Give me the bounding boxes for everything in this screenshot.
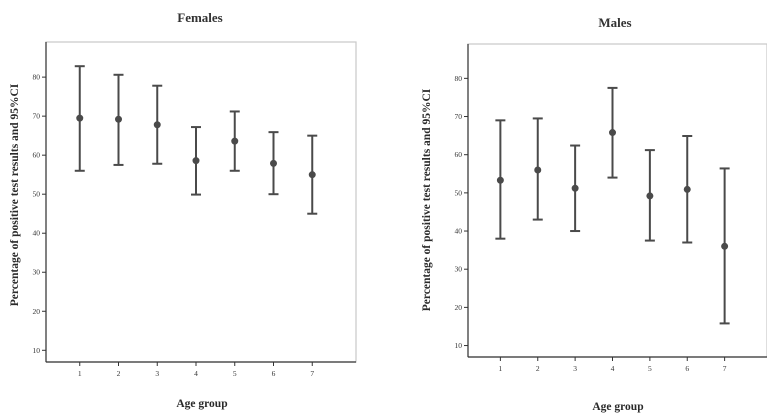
males-x-tick-label: 6 xyxy=(685,364,689,373)
females-y-tick-label: 20 xyxy=(33,307,41,316)
males-chart-title: Males xyxy=(598,15,631,30)
females-data-point xyxy=(308,171,316,179)
females-x-tick-label: 3 xyxy=(155,369,159,378)
males-data-point xyxy=(496,176,504,184)
males-x-axis-label: Age group xyxy=(592,401,643,413)
females-x-axis-label: Age group xyxy=(176,398,227,410)
females-y-tick-label: 60 xyxy=(33,151,41,160)
males-data-point xyxy=(683,185,691,193)
females-data-point xyxy=(231,137,239,145)
females-x-tick-label: 1 xyxy=(78,369,82,378)
males-x-tick-label: 3 xyxy=(573,364,577,373)
females-y-tick-label: 40 xyxy=(33,229,41,238)
males-data-point xyxy=(646,192,654,200)
females-y-tick-label: 30 xyxy=(33,268,41,277)
males-x-tick-label: 5 xyxy=(648,364,652,373)
males-y-tick-label: 10 xyxy=(455,341,463,350)
females-data-point xyxy=(115,115,122,123)
females-data-point xyxy=(153,121,161,129)
males-plot-frame xyxy=(467,43,767,358)
males-x-tick-label: 1 xyxy=(499,364,503,373)
males-panel: Males Percentage of positive test result… xyxy=(421,15,767,413)
males-data-point xyxy=(721,242,729,250)
females-x-tick-label: 7 xyxy=(310,369,314,378)
males-x-tick-label: 7 xyxy=(723,364,727,373)
females-chart-title: Females xyxy=(177,10,222,25)
males-x-tick-label: 2 xyxy=(536,364,540,373)
females-panel: Females Percentage of positive test resu… xyxy=(9,10,357,410)
females-x-tick-label: 4 xyxy=(194,369,198,378)
males-data-point xyxy=(571,184,579,192)
females-y-axis-label: Percentage of positive test results and … xyxy=(9,83,21,306)
females-y-tick-label: 10 xyxy=(33,346,41,355)
males-y-tick-label: 80 xyxy=(455,74,463,83)
females-plot-frame xyxy=(45,41,357,363)
males-y-axis-label: Percentage of positive test results and … xyxy=(421,88,433,311)
females-x-tick-label: 5 xyxy=(233,369,237,378)
females-y-tick-label: 70 xyxy=(33,112,41,121)
females-data-point xyxy=(76,114,84,122)
males-x-tick-label: 4 xyxy=(611,364,615,373)
females-x-tick-label: 6 xyxy=(272,369,276,378)
males-y-tick-label: 50 xyxy=(455,188,463,197)
males-data-point xyxy=(609,129,616,137)
males-y-tick-label: 30 xyxy=(455,265,463,274)
males-data-point xyxy=(534,166,542,174)
males-y-tick-label: 40 xyxy=(455,227,463,236)
females-data-point xyxy=(270,159,277,167)
males-y-tick-label: 70 xyxy=(455,112,463,121)
males-y-tick-label: 60 xyxy=(455,150,463,159)
females-data-point xyxy=(192,157,200,165)
males-y-tick-label: 20 xyxy=(455,303,463,312)
females-y-tick-label: 80 xyxy=(33,73,41,82)
females-y-tick-label: 50 xyxy=(33,190,41,199)
females-x-tick-label: 2 xyxy=(117,369,121,378)
